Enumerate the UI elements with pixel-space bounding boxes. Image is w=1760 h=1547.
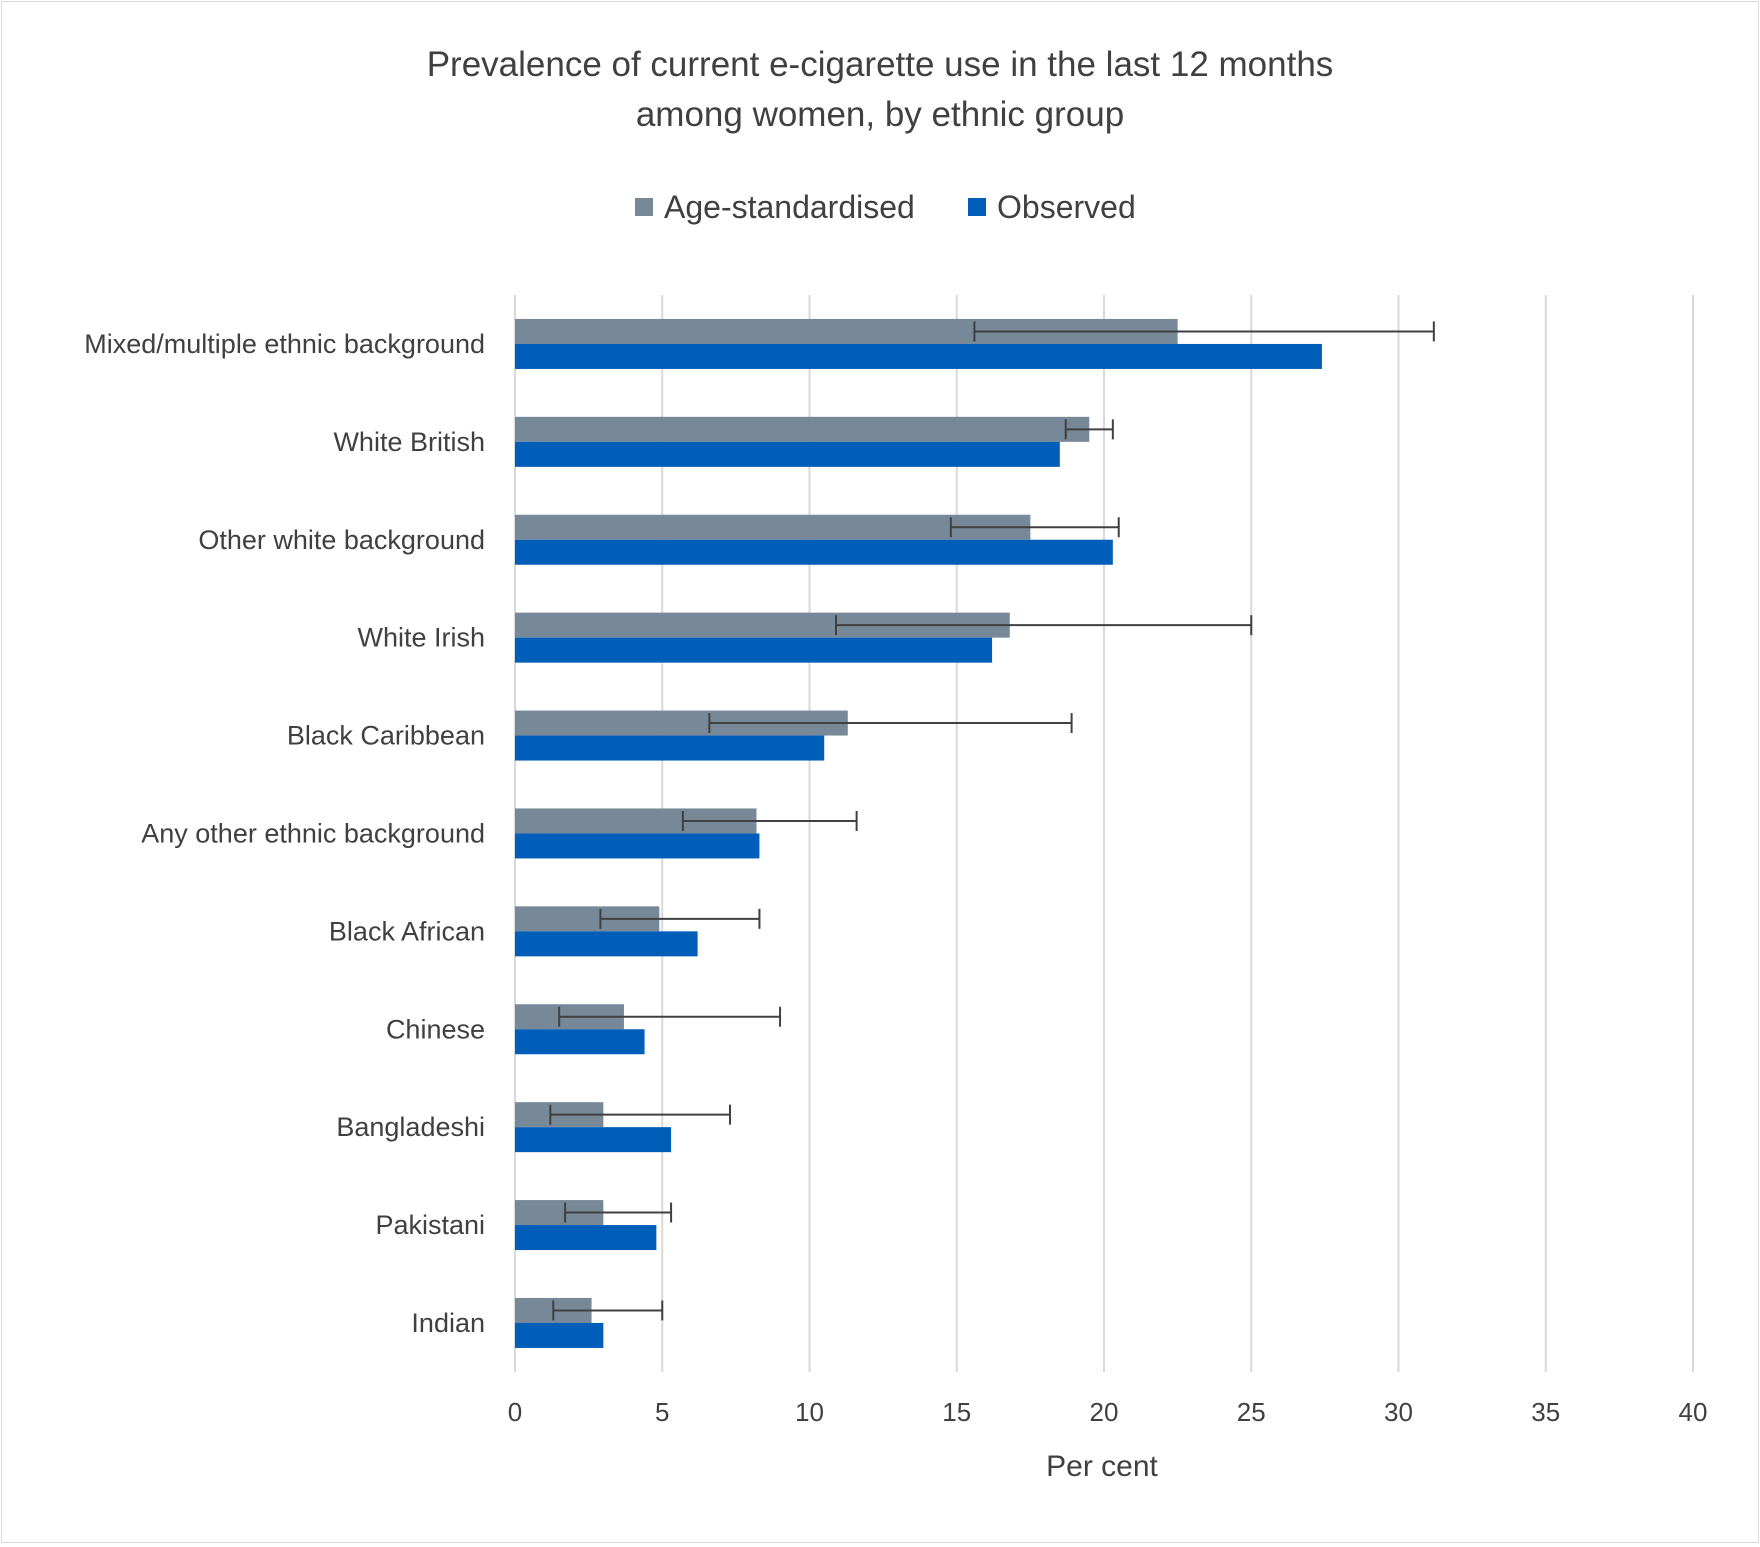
category-label-any-other-ethnic-background: Any other ethnic background: [141, 818, 485, 848]
category-label-bangladeshi: Bangladeshi: [336, 1112, 485, 1142]
bar-age-standardised-white-british: [515, 416, 1090, 442]
category-label-black-caribbean: Black Caribbean: [287, 721, 485, 751]
bar-observed-pakistani: [515, 1225, 657, 1251]
bar-observed-indian: [515, 1322, 604, 1348]
legend-label-observed: Observed: [997, 189, 1136, 225]
category-label-chinese: Chinese: [386, 1014, 485, 1044]
x-tick-label-25: 25: [1237, 1397, 1266, 1427]
x-tick-label-5: 5: [655, 1397, 669, 1427]
x-tick-label-20: 20: [1090, 1397, 1119, 1427]
category-label-pakistani: Pakistani: [375, 1210, 485, 1240]
x-axis-title: Per cent: [1046, 1450, 1158, 1483]
x-tick-label-10: 10: [795, 1397, 824, 1427]
bar-observed-white-british: [515, 441, 1060, 467]
bar-observed-black-african: [515, 931, 698, 957]
x-tick-label-40: 40: [1679, 1397, 1708, 1427]
legend-swatch-observed: [968, 198, 986, 216]
legend-swatch-age-standardised: [635, 198, 653, 216]
bar-observed-white-irish: [515, 637, 993, 663]
legend: Age-standardised Observed: [635, 189, 1136, 225]
legend-label-age-standardised: Age-standardised: [664, 189, 915, 225]
category-label-white-british: White British: [333, 427, 485, 457]
x-tick-label-15: 15: [942, 1397, 971, 1427]
bar-observed-mixed-multiple-ethnic-background: [515, 343, 1322, 369]
gridlines: [514, 295, 1694, 1372]
bar-observed-bangladeshi: [515, 1127, 672, 1153]
bar-observed-chinese: [515, 1029, 645, 1055]
bars: [515, 318, 1322, 1348]
x-tick-label-35: 35: [1531, 1397, 1560, 1427]
category-labels: Mixed/multiple ethnic background White Br…: [84, 329, 485, 1338]
bar-observed-any-other-ethnic-background: [515, 833, 760, 859]
bar-age-standardised-other-white-background: [515, 514, 1031, 540]
bar-observed-black-caribbean: [515, 735, 825, 761]
x-tick-label-30: 30: [1384, 1397, 1413, 1427]
category-label-mixed-multiple-ethnic-background: Mixed/multiple ethnic background: [84, 329, 485, 359]
category-label-white-irish: White Irish: [357, 623, 485, 653]
category-label-black-african: Black African: [329, 916, 485, 946]
tick-labels: 0 5 10 15 20 25 30 35 40: [508, 1397, 1708, 1427]
x-tick-label-0: 0: [508, 1397, 522, 1427]
category-label-indian: Indian: [411, 1308, 485, 1338]
bar-observed-other-white-background: [515, 539, 1113, 565]
category-label-other-white-background: Other white background: [198, 525, 485, 555]
error-bars: [549, 321, 1435, 1321]
chart-title-line-2: among women, by ethnic group: [636, 95, 1124, 134]
chart-title-line-1: Prevalence of current e-cigarette use in…: [427, 45, 1334, 84]
